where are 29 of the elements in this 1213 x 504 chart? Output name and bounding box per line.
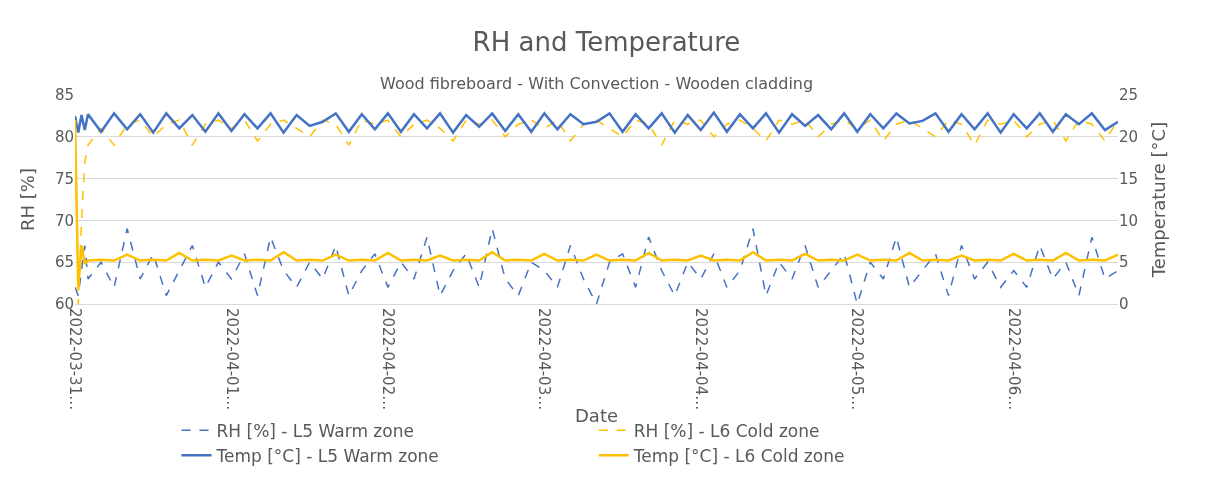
legend-label: Temp [°C] - L6 Cold zone [632, 445, 845, 466]
y2-tick-label: 25 [1119, 86, 1139, 105]
line-series [75, 111, 1118, 134]
y-tick-label: 75 [54, 169, 74, 188]
y2-axis-title: Temperature [°C] [1148, 121, 1170, 279]
y-tick-label: 65 [54, 253, 74, 272]
y-tick-label: 70 [54, 211, 74, 230]
y2-tick-label: 0 [1119, 295, 1129, 314]
legend-label: Temp [°C] - L5 Warm zone [215, 445, 439, 466]
x-tick-label: 2022-04-04… [691, 308, 710, 411]
chart-subtitle: Wood fibreboard - With Convection - Wooden cladding [380, 74, 814, 93]
y-tick-label: 85 [54, 86, 74, 105]
y2-tick-label: 15 [1119, 169, 1139, 188]
x-axis-title: Date [574, 405, 619, 427]
legend-label: RH [%] - L5 Warm zone [216, 420, 414, 441]
x-tick-label: 2022-04-05… [848, 308, 867, 411]
x-tick-label: 2022-04-06… [1004, 308, 1023, 411]
y-tick-label: 80 [54, 128, 74, 147]
x-tick-label: 2022-03-31… [66, 308, 85, 411]
y2-tick-label: 10 [1119, 211, 1139, 230]
y-axis-title: RH [%] [17, 168, 39, 231]
legend-label: RH [%] - L6 Cold zone [633, 420, 820, 441]
chart-title: RH and Temperature [472, 26, 741, 57]
x-tick-label: 2022-04-02… [379, 308, 398, 411]
y2-tick-label: 20 [1119, 128, 1139, 147]
y2-tick-label: 5 [1119, 253, 1129, 272]
x-tick-label: 2022-04-03… [535, 308, 554, 411]
line-series [75, 228, 1118, 304]
x-tick-label: 2022-04-01… [222, 308, 241, 411]
